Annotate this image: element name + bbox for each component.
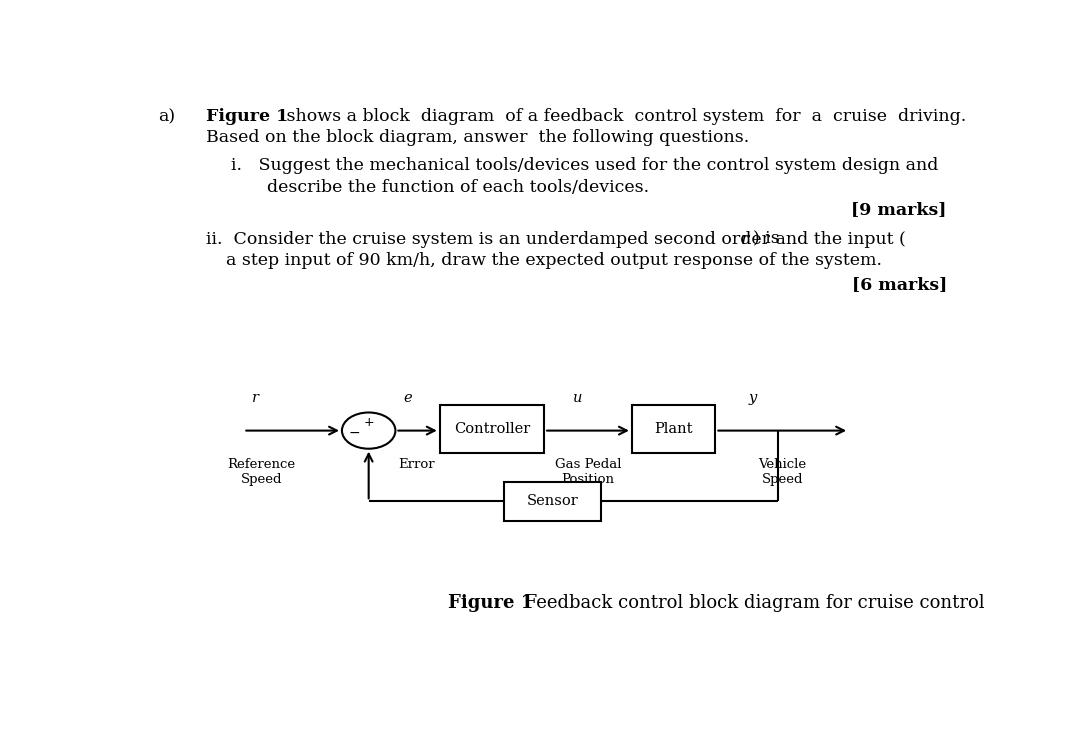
Text: Sensor: Sensor: [526, 495, 579, 509]
Text: e: e: [404, 391, 413, 405]
Text: Controller: Controller: [454, 422, 530, 436]
Text: a): a): [158, 108, 176, 125]
Text: ) is: ) is: [754, 231, 779, 248]
Text: [9 marks]: [9 marks]: [852, 201, 946, 218]
Text: describe the function of each tools/devices.: describe the function of each tools/devi…: [266, 179, 649, 196]
Text: y: y: [749, 391, 757, 405]
Text: shows a block  diagram  of a feedback  control system  for  a  cruise  driving.: shows a block diagram of a feedback cont…: [281, 108, 966, 125]
Text: r: r: [741, 231, 749, 248]
Text: Position: Position: [562, 473, 614, 486]
Text: Speed: Speed: [241, 473, 282, 486]
Text: Based on the block diagram, answer  the following questions.: Based on the block diagram, answer the f…: [206, 129, 749, 146]
Bar: [505, 481, 600, 521]
Text: Speed: Speed: [761, 473, 803, 486]
Text: ii.  Consider the cruise system is an underdamped second order and the input (: ii. Consider the cruise system is an und…: [206, 231, 906, 248]
Text: Vehicle: Vehicle: [758, 458, 806, 470]
Text: Figure 1: Figure 1: [206, 108, 288, 125]
Text: Gas Pedal: Gas Pedal: [555, 458, 621, 470]
Bar: [632, 405, 716, 453]
Text: a step input of 90 km/h, draw the expected output response of the system.: a step input of 90 km/h, draw the expect…: [225, 252, 882, 269]
Text: Error: Error: [398, 458, 434, 470]
Text: −: −: [348, 426, 360, 440]
Text: u: u: [573, 391, 583, 405]
Text: Feedback control block diagram for cruise control: Feedback control block diagram for cruis…: [520, 594, 984, 612]
Text: Figure 1: Figure 1: [448, 594, 534, 612]
Text: i.   Suggest the mechanical tools/devices used for the control system design and: i. Suggest the mechanical tools/devices …: [231, 157, 938, 174]
Text: r: r: [252, 391, 259, 405]
Text: Reference: Reference: [227, 458, 295, 470]
Text: +: +: [363, 416, 374, 429]
Text: [6 marks]: [6 marks]: [852, 276, 946, 293]
Bar: [440, 405, 544, 453]
Text: Plant: Plant: [654, 422, 693, 436]
